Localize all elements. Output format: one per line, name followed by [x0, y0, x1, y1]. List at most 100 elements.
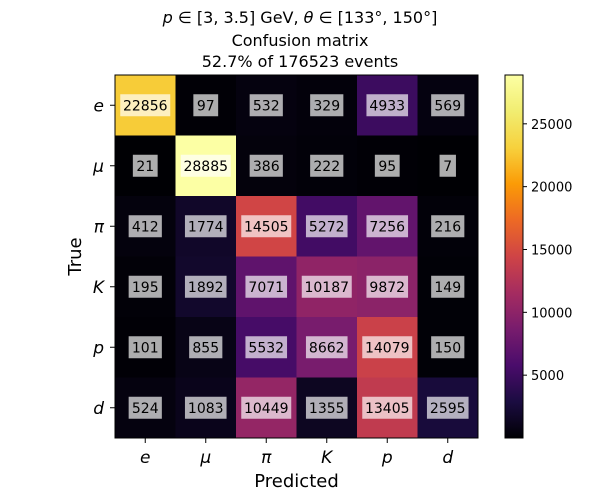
cell-label-box — [241, 215, 292, 238]
cell-label-box — [366, 215, 409, 238]
cell-value-label: 386 — [253, 159, 280, 175]
cell-value-label: 13405 — [365, 401, 410, 417]
title-theta-symbol: θ — [303, 8, 314, 27]
cell-label-box — [128, 336, 162, 359]
cell-value-label: 9872 — [369, 280, 405, 296]
cell-value-label: 195 — [132, 280, 159, 296]
y-axis-ticks: e μ π Kp d — [92, 96, 115, 419]
cell-label-box — [245, 275, 288, 298]
cell-value-label: 1083 — [188, 401, 224, 417]
cell-value-label: 28885 — [183, 159, 228, 175]
cell-label-box — [120, 94, 171, 117]
cell-label-box — [431, 215, 465, 238]
cell-value-label: 10187 — [304, 280, 349, 296]
plot-frame — [114, 74, 479, 439]
cell-label-box — [426, 396, 469, 419]
cell-label-box — [128, 215, 162, 238]
colorbar-tick-label: 5000 — [531, 369, 564, 384]
cell-label-box — [305, 336, 348, 359]
cell-value-label: 222 — [313, 159, 340, 175]
x-tick-label: K — [321, 448, 334, 468]
cell-label-box — [362, 396, 413, 419]
cell-value-label: 150 — [434, 340, 461, 356]
cell-value-label: 7 — [443, 159, 452, 175]
cell-value-label: 7071 — [248, 280, 284, 296]
cell-value-label: 412 — [132, 219, 159, 235]
colorbar-tick-label: 15000 — [531, 243, 572, 258]
cell-label-box — [310, 154, 344, 177]
x-tick-label: μ — [199, 448, 211, 468]
cell-label-box — [305, 396, 348, 419]
cell-label-box — [241, 396, 292, 419]
cell-label-box — [362, 336, 413, 359]
cell-label-box — [431, 275, 465, 298]
chart-title-line-1: p ∈ [3, 3.5] GeV, θ ∈ [133°, 150°] — [0, 8, 600, 27]
cell-value-label: 149 — [434, 280, 461, 296]
colorbar — [504, 74, 524, 439]
colorbar-tick-label: 20000 — [531, 181, 572, 196]
cell-label-box — [245, 336, 288, 359]
cell-value-label: 8662 — [309, 340, 345, 356]
chart-title-line-2: Confusion matrix — [231, 31, 369, 50]
x-tick-label: π — [261, 448, 272, 468]
cell-value-label: 21 — [136, 159, 154, 175]
title-theta-range: ∈ [133°, 150°] — [318, 8, 438, 27]
cell-value-label: 524 — [132, 401, 159, 417]
x-tick-label: p — [381, 448, 393, 468]
cell-value-label: 97 — [197, 98, 215, 114]
cell-label-box — [366, 94, 409, 117]
y-tick-label: μ — [92, 157, 104, 177]
cell-label-box — [374, 154, 400, 177]
cell-label-box — [128, 396, 162, 419]
cell-value-label: 1892 — [188, 280, 224, 296]
title-p-symbol: p — [162, 8, 173, 27]
cell-value-label: 216 — [434, 219, 461, 235]
cell-value-label: 5272 — [309, 219, 345, 235]
cell-label-box — [184, 275, 227, 298]
y-tick-label: π — [94, 217, 105, 237]
cell-label-box — [366, 275, 409, 298]
y-tick-label: d — [93, 399, 104, 419]
cell-label-box — [249, 94, 283, 117]
cell-value-label: 101 — [132, 340, 159, 356]
cell-label-box — [128, 275, 162, 298]
cell-value-label: 10449 — [244, 401, 289, 417]
title-p-range: ∈ [3, 3.5] GeV, — [177, 8, 299, 27]
chart-title-line-3: 52.7% of 176523 events — [201, 52, 399, 71]
cell-value-label: 1355 — [309, 401, 345, 417]
cell-value-label: 14079 — [365, 340, 410, 356]
cell-value-label: 532 — [253, 98, 280, 114]
cell-value-label: 329 — [313, 98, 340, 114]
cell-label-box — [184, 396, 227, 419]
colorbar-tick-label: 10000 — [531, 306, 572, 321]
y-axis-label: True — [65, 237, 86, 276]
cell-label-box — [431, 336, 465, 359]
cell-value-label: 22856 — [123, 98, 168, 114]
colorbar-ticks: 5000 10000 15000 20000 25000 — [523, 118, 572, 384]
cell-label-box — [301, 275, 352, 298]
cell-label-box — [439, 154, 456, 177]
x-tick-label: e — [140, 448, 150, 468]
cell-label-box — [305, 215, 348, 238]
cell-value-label: 14505 — [244, 219, 289, 235]
y-tick-label: p — [92, 338, 104, 358]
cell-label-box — [132, 154, 158, 177]
cell-label-box — [310, 94, 344, 117]
x-axis-label: Predicted — [254, 471, 339, 492]
cell-label-box — [249, 154, 283, 177]
cell-value-label: 95 — [378, 159, 396, 175]
cell-label-box — [431, 94, 465, 117]
cell-label-box — [193, 94, 219, 117]
cell-value-label: 569 — [434, 98, 461, 114]
cell-value-label: 2595 — [430, 401, 466, 417]
cell-label-box — [180, 154, 231, 177]
y-tick-label: K — [93, 278, 106, 298]
cell-label-box — [189, 336, 223, 359]
cell-value-label: 5532 — [248, 340, 284, 356]
y-tick-label: e — [94, 96, 104, 116]
cell-value-labels: 22856 97 532 329 4933 569 21 28885 386 222 95 7 412 1… — [120, 94, 469, 419]
colorbar-tick-label: 25000 — [531, 118, 572, 133]
